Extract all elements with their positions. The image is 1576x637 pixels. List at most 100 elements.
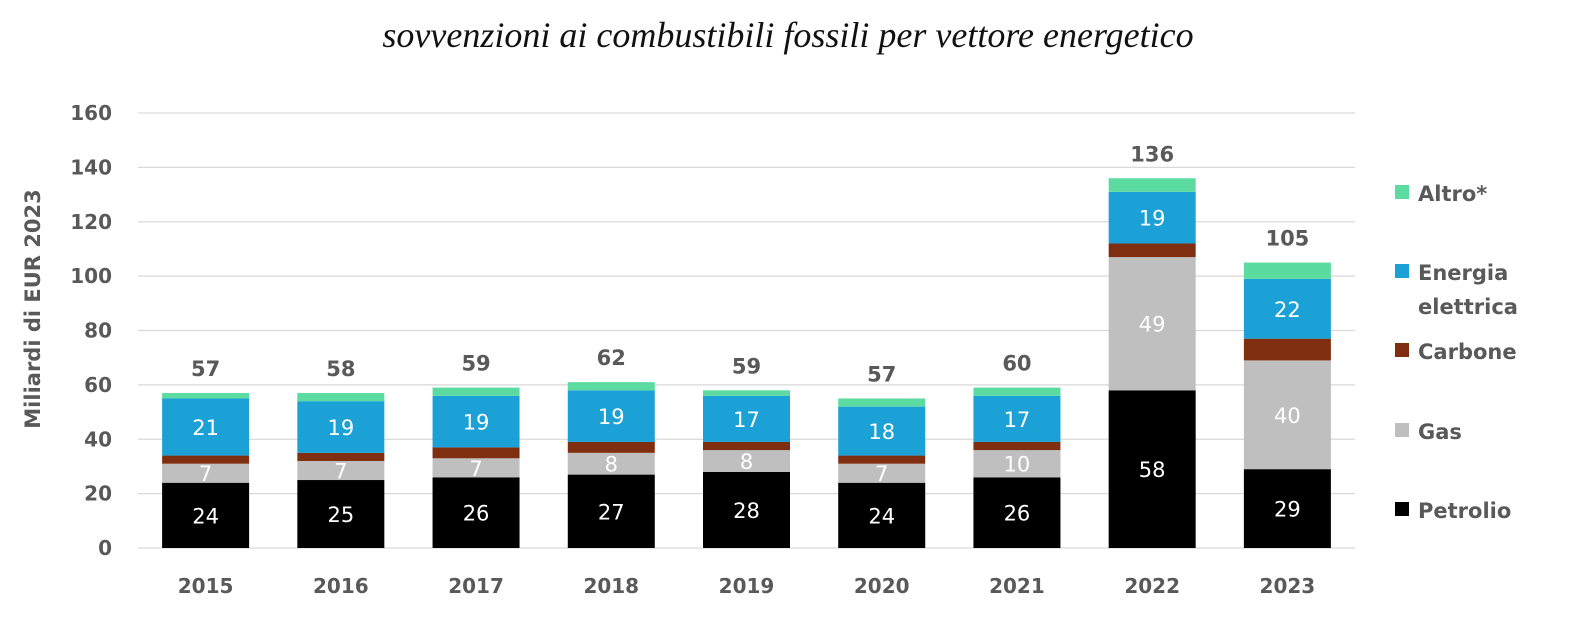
y-tick-label: 80 <box>84 319 112 343</box>
data-label: 28 <box>733 499 760 523</box>
bar-segment <box>567 382 655 391</box>
bar-segment <box>703 441 790 451</box>
total-label: 60 <box>1002 352 1031 376</box>
bar-segment <box>567 390 655 442</box>
bar-segment <box>973 395 1061 442</box>
bar-segment <box>432 387 520 396</box>
bar-segment <box>1243 278 1331 339</box>
bar-segment <box>297 480 385 548</box>
data-label: 17 <box>733 408 760 432</box>
bar-segment <box>162 482 250 548</box>
data-label: 19 <box>1139 207 1166 231</box>
y-tick-label: 140 <box>70 155 112 179</box>
chart-title: sovvenzioni ai combustibili fossili per … <box>382 15 1194 55</box>
bar-segment <box>973 387 1061 396</box>
data-label: 27 <box>598 500 625 524</box>
bar-segment <box>1243 338 1331 361</box>
legend-swatch <box>1395 185 1409 199</box>
bar-segment <box>973 477 1061 548</box>
bar-segment <box>297 452 385 461</box>
data-label: 24 <box>868 504 895 528</box>
y-tick-label: 60 <box>84 373 112 397</box>
bar-segment <box>162 463 250 483</box>
bar-segment <box>703 395 790 442</box>
bar-segment <box>162 393 250 399</box>
bar-segment <box>1108 243 1196 258</box>
bar-segment <box>1243 469 1331 548</box>
x-tick-label: 2020 <box>854 574 910 598</box>
data-label: 19 <box>463 411 490 435</box>
legend-label: Altro* <box>1418 182 1487 206</box>
total-label: 57 <box>191 357 220 381</box>
bar-segment <box>973 441 1061 451</box>
total-label: 59 <box>461 352 490 376</box>
y-tick-label: 0 <box>98 536 112 560</box>
bar-segment <box>567 452 655 475</box>
x-tick-label: 2023 <box>1260 574 1316 598</box>
x-tick-label: 2017 <box>448 574 504 598</box>
y-tick-label: 20 <box>84 482 112 506</box>
x-axis: 2015 2016 2017 2018 2019 2020 2021 2022 2023 <box>178 574 1315 598</box>
legend-label: Petrolio <box>1418 499 1511 523</box>
bar-segment <box>432 458 520 478</box>
bar-segment <box>838 455 926 464</box>
total-label: 59 <box>732 354 761 378</box>
data-label: 21 <box>192 416 219 440</box>
legend-swatch <box>1395 264 1409 278</box>
legend-swatch <box>1395 502 1409 516</box>
total-label: 62 <box>597 346 626 370</box>
y-tick-label: 120 <box>70 210 112 234</box>
legend-label: Carbone <box>1418 340 1517 364</box>
bar-segment <box>1108 390 1196 548</box>
bar-segment <box>838 398 926 407</box>
bar-segment <box>567 474 655 548</box>
bar-segment <box>838 482 926 548</box>
y-tick-label: 100 <box>70 264 112 288</box>
data-label: 8 <box>740 450 753 474</box>
data-label: 18 <box>868 420 895 444</box>
y-axis: 0 20 40 60 80 100 120 140 160 <box>70 101 112 560</box>
data-label: 24 <box>192 504 219 528</box>
data-label: 8 <box>605 453 618 477</box>
bar-segment <box>432 447 520 459</box>
legend-swatch <box>1395 343 1409 357</box>
data-label: 17 <box>1004 408 1031 432</box>
bar-segment <box>567 441 655 453</box>
data-label: 7 <box>469 457 482 481</box>
total-label: 136 <box>1130 142 1174 166</box>
bar-segment <box>973 450 1061 478</box>
data-label: 26 <box>1004 502 1031 526</box>
bar-segment <box>297 461 385 481</box>
legend-label: Energia <box>1418 261 1508 285</box>
bar-segment <box>432 477 520 548</box>
data-label: 49 <box>1139 313 1166 337</box>
legend-label: elettrica <box>1418 295 1518 319</box>
legend-label: Gas <box>1418 420 1462 444</box>
bar-segment <box>1108 178 1196 192</box>
data-label: 26 <box>463 502 490 526</box>
legend: Altro* Energia elettrica Carbone Gas Petrolio <box>1395 182 1518 523</box>
data-label: 7 <box>334 460 347 484</box>
x-tick-label: 2016 <box>313 574 369 598</box>
data-label: 10 <box>1004 453 1031 477</box>
y-tick-label: 160 <box>70 101 112 125</box>
x-tick-label: 2021 <box>989 574 1045 598</box>
total-label: 105 <box>1265 227 1309 251</box>
data-label: 7 <box>875 462 888 486</box>
bar-segment <box>703 471 790 548</box>
data-label: 7 <box>199 462 212 486</box>
data-label: 58 <box>1139 458 1166 482</box>
total-label: 58 <box>326 357 355 381</box>
data-label: 25 <box>327 503 354 527</box>
data-label: 19 <box>598 405 625 429</box>
data-label: 29 <box>1274 498 1301 522</box>
bar-segment <box>838 406 926 456</box>
x-tick-label: 2015 <box>178 574 234 598</box>
total-label: 57 <box>867 362 896 386</box>
y-tick-label: 40 <box>84 427 112 451</box>
bar-segment <box>703 450 790 472</box>
data-label: 40 <box>1274 404 1301 428</box>
bar-segment <box>297 401 385 453</box>
bar-segment <box>432 395 520 448</box>
bar-segment <box>1243 360 1331 470</box>
